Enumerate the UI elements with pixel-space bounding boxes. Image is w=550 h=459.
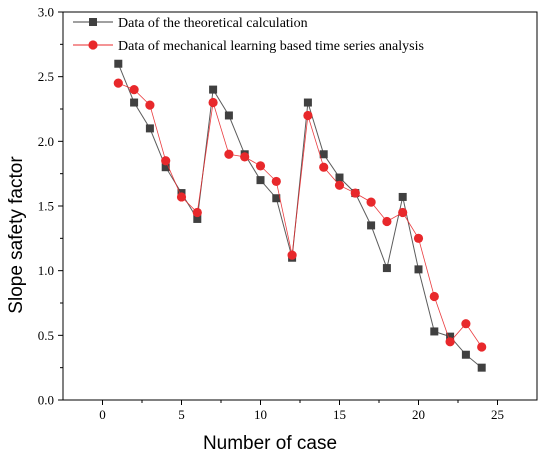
- data-point: [113, 78, 123, 88]
- data-point: [429, 291, 439, 302]
- y-tick-label: 3.0: [38, 5, 54, 20]
- data-point: [240, 152, 250, 162]
- data-point: [382, 264, 391, 273]
- data-point: [256, 176, 265, 185]
- data-point: [445, 337, 455, 347]
- data-point: [145, 124, 154, 133]
- legend-item: Data of mechanical learning based time s…: [73, 39, 424, 54]
- y-axis-ticks: 0.0 0.5 1.0 1.5 2.0 2.5 3.0: [38, 5, 63, 408]
- y-tick-label: 1.0: [38, 263, 54, 278]
- data-point: [398, 207, 408, 218]
- data-point: [350, 188, 360, 198]
- data-point: [398, 192, 407, 201]
- x-tick-label: 0: [99, 407, 106, 422]
- data-point: [130, 98, 139, 107]
- data-point: [271, 176, 281, 187]
- x-tick-label: 5: [178, 407, 185, 422]
- data-point: [255, 161, 266, 171]
- data-point: [461, 319, 471, 329]
- series-line: [117, 63, 483, 369]
- y-axis-title: Slope safety factor: [6, 156, 27, 314]
- data-point: [161, 156, 171, 166]
- plot-border: [62, 11, 538, 401]
- data-point: [224, 111, 233, 120]
- data-point: [224, 149, 234, 159]
- data-point: [272, 194, 281, 203]
- y-tick-label: 2.0: [38, 134, 54, 149]
- data-point: [287, 250, 297, 260]
- data-point: [319, 162, 329, 172]
- data-point: [367, 221, 376, 230]
- series-layer: [113, 59, 487, 372]
- data-point: [477, 342, 487, 352]
- data-point: [303, 110, 313, 121]
- y-tick-label: 0.5: [38, 328, 54, 343]
- data-point: [446, 332, 455, 341]
- data-point: [335, 173, 344, 182]
- data-point: [193, 214, 202, 223]
- y-tick-label: 2.5: [38, 69, 54, 84]
- x-tick-label: 20: [412, 407, 425, 422]
- data-point: [145, 100, 155, 110]
- x-axis-ticks: 0 5 10 15 20 25: [99, 400, 504, 422]
- x-tick-label: 25: [491, 407, 504, 422]
- x-axis-title: Number of case: [203, 433, 337, 454]
- data-point: [114, 59, 123, 68]
- series-line: [118, 82, 483, 348]
- legend: Data of the theoretical calculation Data …: [73, 16, 424, 54]
- legend-label: Data of the theoretical calculation: [118, 16, 308, 31]
- x-tick-label: 10: [254, 407, 267, 422]
- data-point: [334, 180, 345, 190]
- x-tick-label: 15: [333, 407, 346, 422]
- series-1: [114, 59, 486, 372]
- data-point: [477, 363, 486, 372]
- legend-swatch-marker: [88, 40, 98, 50]
- plot-frame: [62, 11, 538, 401]
- data-point: [430, 327, 439, 336]
- y-tick-label: 1.5: [38, 199, 54, 214]
- data-point: [161, 163, 170, 172]
- data-point: [209, 85, 218, 94]
- series-2: [113, 78, 487, 352]
- data-point: [461, 350, 470, 359]
- data-point: [382, 216, 392, 227]
- data-point: [192, 207, 202, 218]
- y-tick-label: 0.0: [38, 393, 54, 408]
- data-point: [208, 97, 218, 108]
- legend-item: Data of the theoretical calculation: [73, 16, 308, 31]
- data-point: [129, 85, 139, 95]
- data-point: [414, 265, 423, 274]
- legend-label: Data of mechanical learning based time s…: [118, 39, 424, 54]
- data-point: [319, 150, 328, 159]
- data-point: [413, 233, 424, 243]
- data-point: [366, 197, 376, 207]
- data-point: [176, 192, 187, 202]
- data-point: [303, 98, 312, 107]
- legend-swatch-marker: [89, 18, 97, 26]
